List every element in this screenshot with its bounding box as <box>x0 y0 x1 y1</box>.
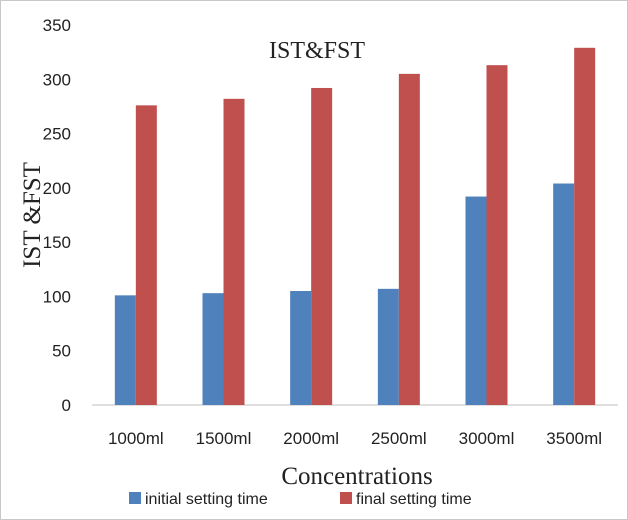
y-axis-title: IST &FST <box>19 162 46 268</box>
bar-initial-2000ml <box>290 291 312 405</box>
bar-initial-3000ml <box>465 196 487 405</box>
y-tick-label: 150 <box>43 233 71 252</box>
y-axis-tick-labels: 0 50 100 150 200 250 300 350 <box>43 16 71 415</box>
y-tick-label: 350 <box>43 16 71 35</box>
x-tick-label: 1000ml <box>108 429 164 448</box>
y-tick-label: 100 <box>43 287 71 306</box>
bar-final-3500ml <box>574 47 596 406</box>
bar-final-2500ml <box>398 73 420 405</box>
x-tick-label: 2500ml <box>371 429 427 448</box>
bar-final-3000ml <box>486 65 508 406</box>
bar-initial-3500ml <box>553 183 575 405</box>
bar-final-1000ml <box>135 105 157 405</box>
legend: initial setting time final setting time <box>129 491 472 508</box>
bar-initial-1500ml <box>202 293 224 405</box>
bar-initial-2500ml <box>377 288 399 405</box>
legend-label: initial setting time <box>145 491 268 508</box>
x-tick-label: 3000ml <box>459 429 515 448</box>
y-tick-label: 250 <box>43 125 71 144</box>
bar-final-1500ml <box>223 98 245 405</box>
y-tick-label: 200 <box>43 179 71 198</box>
bar-initial-1000ml <box>114 295 136 405</box>
x-axis-title: Concentrations <box>281 463 432 490</box>
legend-swatch <box>129 492 141 504</box>
legend-label: final setting time <box>356 491 472 508</box>
y-tick-label: 50 <box>52 342 71 361</box>
bars <box>114 47 596 406</box>
chart-title: IST&FST <box>269 38 365 64</box>
legend-swatch <box>340 492 352 504</box>
x-axis-tick-labels: 1000ml 1500ml 2000ml 2500ml 3000ml 3500ml <box>108 429 602 448</box>
x-tick-label: 2000ml <box>283 429 339 448</box>
y-tick-label: 300 <box>43 70 71 89</box>
y-tick-label: 0 <box>62 396 71 415</box>
x-tick-label: 1500ml <box>196 429 252 448</box>
x-tick-label: 3500ml <box>546 429 602 448</box>
bar-final-2000ml <box>311 87 333 405</box>
